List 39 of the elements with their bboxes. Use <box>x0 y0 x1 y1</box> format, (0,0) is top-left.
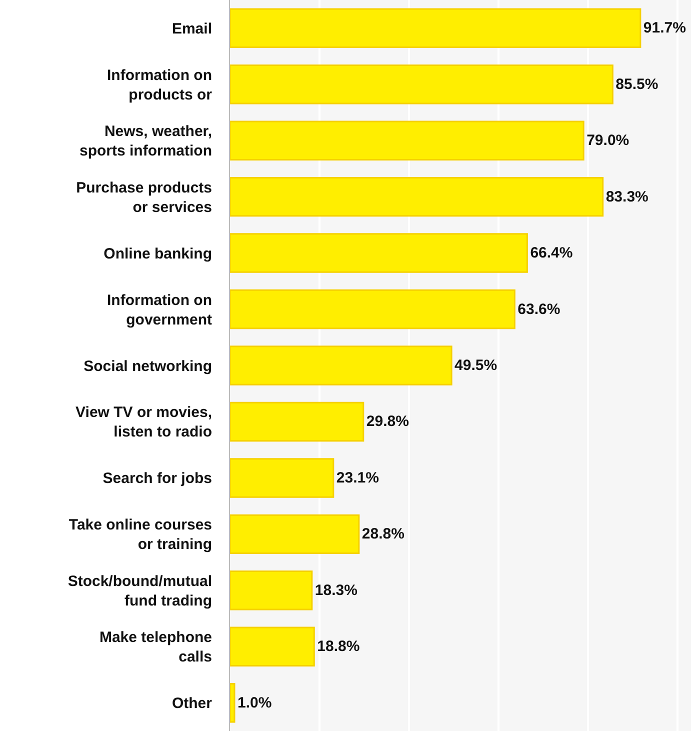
data-label: 79.0% <box>586 132 630 150</box>
data-label: 23.1% <box>336 469 379 486</box>
data-label: 66.4% <box>530 244 573 262</box>
y-tick-label: Information on products or <box>107 66 212 104</box>
bar <box>230 64 614 104</box>
y-tick-label: Purchase products or services <box>76 179 212 216</box>
data-label: 63.6% <box>518 300 560 318</box>
y-tick-label: Search for jobs <box>102 470 212 488</box>
bar <box>230 458 334 498</box>
data-label: 83.3% <box>606 188 648 206</box>
data-label: 85.5% <box>616 76 658 93</box>
bar <box>230 120 584 160</box>
data-label: 18.8% <box>317 638 360 656</box>
bar <box>230 514 360 554</box>
bar <box>230 402 364 442</box>
y-tick-label: Take online courses or training <box>68 516 212 554</box>
y-tick-label: Email <box>172 20 212 38</box>
bar <box>230 8 642 48</box>
bar <box>230 176 604 217</box>
data-label: 28.8% <box>362 526 404 543</box>
y-tick-label: View TV or movies, listen to radio <box>76 404 212 441</box>
bar <box>230 346 452 386</box>
bar <box>230 233 528 273</box>
data-label: 1.0% <box>237 694 272 712</box>
y-tick-label: Stock/bound/mutual fund trading <box>68 572 212 610</box>
bar <box>230 683 236 723</box>
y-tick-label: Online banking <box>104 245 212 262</box>
bar <box>230 570 313 610</box>
data-label: 49.5% <box>454 357 498 374</box>
bar <box>230 289 516 330</box>
y-tick-label: Make telephone calls <box>99 629 212 666</box>
data-label: 29.8% <box>366 413 409 430</box>
y-tick-label: Information on government <box>107 292 212 328</box>
y-tick-label: Other <box>172 695 212 712</box>
data-label: 91.7% <box>643 20 686 37</box>
y-tick-label: Social networking <box>84 358 212 375</box>
bar <box>230 626 315 667</box>
data-label: 18.3% <box>314 582 358 599</box>
y-tick-label: News, weather, sports information <box>79 123 212 160</box>
